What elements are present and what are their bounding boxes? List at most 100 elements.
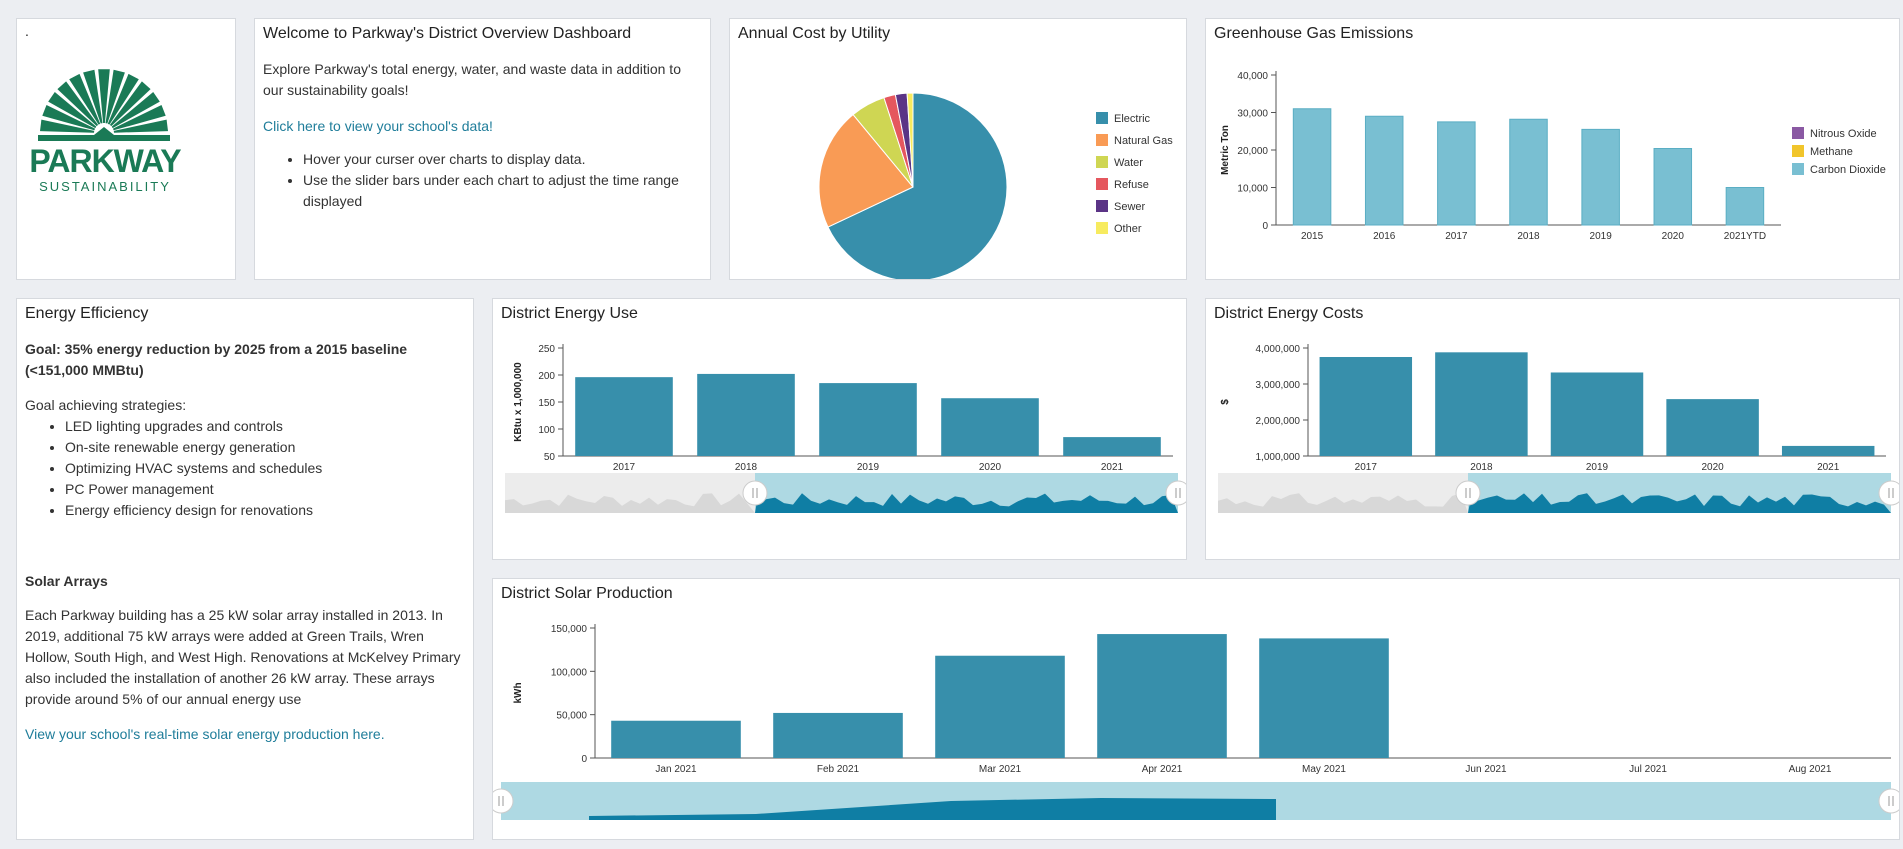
y-tick-label: 40,000 [1237,71,1268,82]
legend-swatch [1096,112,1108,124]
pie-slice-electric [827,92,1008,279]
bar-apr-2021 [1097,634,1227,758]
x-tick-label: 2015 [1301,231,1324,242]
y-tick-label: 1,000,000 [1256,452,1301,463]
x-tick-label: Mar 2021 [979,764,1022,775]
x-tick-label: 2021 [1101,462,1124,473]
navigator-series [755,493,1178,513]
x-tick-label: 2018 [1470,462,1493,473]
navigator-left-handle[interactable] [742,480,768,506]
energy-use-chart[interactable]: 50 100 150 200 250 2017 2018 2019 2020 2021 KBtu x… [493,334,1186,559]
x-tick-label: Aug 2021 [1789,764,1832,775]
legend-label: Methane [1810,146,1853,158]
ghg-chart[interactable]: 0 10,000 20,000 30,000 40,000 2015 2016 2017 201… [1206,54,1899,279]
handle-knob [1455,480,1481,506]
bar-2021 [1781,445,1875,456]
logo-ray [40,119,95,133]
logo-ray [57,81,99,127]
efficiency-title: Energy Efficiency [25,305,149,322]
logo-ray [48,92,97,129]
legend-swatch [1096,156,1108,168]
strategy-item: On-site renewable energy generation [65,437,322,458]
cost-by-utility-title: Annual Cost by Utility [738,25,891,42]
logo-dot: . [25,23,29,39]
y-tick-label: 50 [544,452,556,463]
pie-slice-natural-gas [818,113,914,228]
bar-jan-2021 [611,720,741,758]
energy-use-panel: District Energy Use 50 100 150 200 250 2017 20… [492,298,1187,560]
bar-2018 [1509,118,1548,226]
bar-2021ytd [1725,187,1765,226]
y-axis-label: kWh [513,682,524,703]
logo-ray [98,69,110,123]
cost-by-utility-panel: Annual Cost by Utility Electric Natural G… [729,18,1187,280]
x-tick-label: 2020 [979,462,1002,473]
logo-ray [83,69,103,124]
welcome-bullet-1: Hover your curser over charts to display… [303,149,733,170]
navigator-series-outside [1218,493,1468,513]
y-tick-label: 20,000 [1237,146,1268,157]
x-tick-label: 2020 [1662,231,1685,242]
bar-2015 [1292,108,1332,226]
strategy-item: Energy efficiency design for renovations [65,500,322,521]
x-tick-label: 2017 [1355,462,1378,473]
y-axis-label: KBtu x 1,000,000 [513,362,524,442]
y-tick-label: 150 [538,398,555,409]
x-tick-label: 2019 [1590,231,1613,242]
y-tick-label: 30,000 [1237,109,1268,120]
bar-2017 [1319,357,1413,456]
bar-2017 [1437,121,1476,226]
bar-2019 [819,383,917,456]
cost-by-utility-chart[interactable]: Electric Natural Gas Water Refuse Sewer Other [730,54,1186,279]
welcome-bullets: Hover your curser over charts to display… [263,149,733,212]
solar-production-link[interactable]: View your school's real-time solar energ… [25,726,385,742]
logo-ray [111,92,160,129]
view-school-data-link[interactable]: Click here to view your school's data! [263,118,493,134]
legend-label: Other [1114,223,1142,235]
y-tick-label: 100,000 [551,667,588,678]
legend-label: Nitrous Oxide [1810,128,1877,140]
bar-2020 [941,398,1039,456]
navigator-series-outside [505,493,755,513]
logo-ray [105,69,125,124]
pie-slice-other [906,92,914,188]
logo-ray [69,73,101,125]
x-tick-label: 2017 [613,462,636,473]
energy-use-title: District Energy Use [501,305,638,322]
y-tick-label: 10,000 [1237,184,1268,195]
y-tick-label: 4,000,000 [1256,344,1301,355]
strategy-item: LED lighting upgrades and controls [65,416,322,437]
navigator-left-handle[interactable] [493,788,514,814]
x-tick-label: 2021YTD [1724,231,1766,242]
y-tick-label: 0 [1262,221,1268,232]
solar-production-panel: District Solar Production 0 50,000 100,000… [492,578,1900,840]
navigator-right-handle[interactable] [1878,788,1899,814]
legend-label: Sewer [1114,201,1146,213]
energy-costs-chart[interactable]: 1,000,000 2,000,000 3,000,000 4,000,000 2017… [1206,334,1899,559]
x-tick-label: Apr 2021 [1142,764,1183,775]
bar-feb-2021 [773,712,903,758]
y-tick-label: 3,000,000 [1256,380,1301,391]
bar-2019 [1550,372,1644,456]
y-tick-label: 250 [538,344,555,355]
bar-2020 [1653,148,1693,226]
x-tick-label: 2018 [1517,231,1540,242]
y-axis-label: $ [1220,399,1231,405]
navigator-right-handle[interactable] [1878,480,1899,506]
navigator-right-handle[interactable] [1165,480,1186,506]
solar-production-chart[interactable]: 0 50,000 100,000 150,000 Jan 2021 Feb 2021 Mar… [493,614,1899,839]
x-tick-label: 2018 [735,462,758,473]
strategy-item: PC Power management [65,479,322,500]
bar-may-2021 [1259,638,1389,758]
logo-ray [107,73,139,125]
energy-costs-title: District Energy Costs [1214,305,1364,322]
welcome-panel: Welcome to Parkway's District Overview D… [254,18,711,280]
x-tick-label: Jul 2021 [1629,764,1667,775]
bar-2021 [1063,437,1161,456]
logo-ray [113,119,168,133]
bar-2018 [697,373,795,456]
legend-swatch [1096,222,1108,234]
legend-label: Natural Gas [1114,135,1173,147]
legend-swatch [1096,134,1108,146]
navigator-left-handle[interactable] [1455,480,1481,506]
